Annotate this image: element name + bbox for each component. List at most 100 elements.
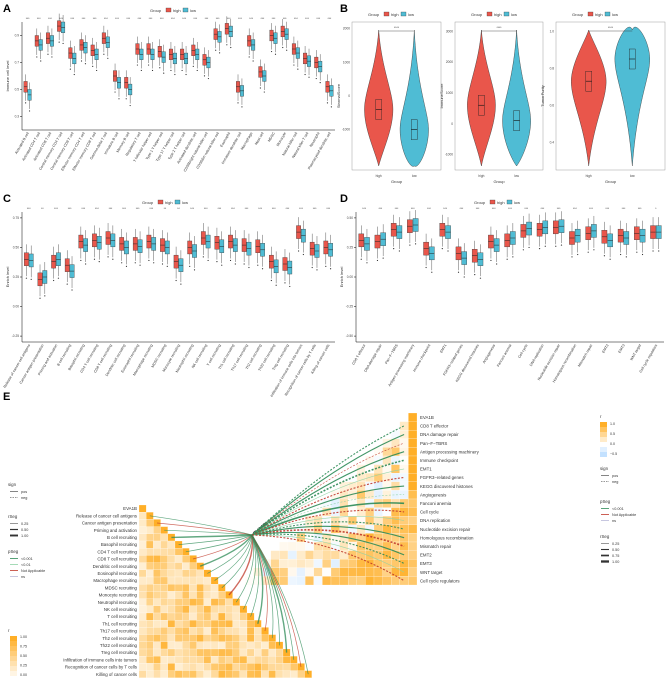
sig-label: *** — [605, 207, 609, 211]
legend-rseg-item: 0.25 — [21, 522, 28, 526]
outlier — [44, 295, 46, 297]
heatmap-cell — [218, 620, 226, 628]
outlier — [261, 268, 264, 270]
heatmap-cell — [167, 569, 176, 578]
heatmap-cell — [254, 670, 262, 678]
sig-label: * — [655, 207, 657, 211]
heatmap-cell — [348, 524, 357, 534]
y-tick-label: -0.50 — [346, 334, 353, 338]
heatmap-cell — [246, 670, 255, 678]
outlier — [274, 53, 277, 55]
legend-r-tick: 0.25 — [20, 664, 27, 668]
legend-high-label: high — [497, 200, 505, 205]
sig-label: **** — [497, 26, 503, 30]
heatmap-cell — [203, 663, 212, 671]
outlier — [189, 265, 191, 267]
heatmap-cell — [339, 567, 349, 577]
sig-label: *** — [260, 17, 264, 21]
left-heatmap-label: Dendritic cell recruiting — [93, 564, 138, 569]
heatmap-cell — [408, 473, 418, 482]
heatmap-cell — [146, 663, 154, 671]
outlier — [66, 283, 68, 285]
heatmap-cell — [138, 670, 147, 678]
sig-label: *** — [286, 207, 290, 211]
heatmap-cell — [189, 670, 197, 678]
heatmap-cell — [153, 533, 161, 542]
heatmap-cell — [189, 641, 197, 650]
sig-label: *** — [122, 207, 126, 211]
left-heatmap-label: CD4 T cell recruiting — [97, 549, 137, 554]
panel-a-boxplot: 0.3 0.5 0.7 0.9 Immune cell level Group high lo… — [5, 7, 335, 172]
plot-frame — [351, 21, 442, 171]
legend-rseg-item-right: 0.75 — [612, 554, 619, 558]
outlier — [409, 244, 411, 246]
outlier — [316, 269, 318, 271]
link-line — [149, 515, 253, 536]
sig-label: *** — [68, 207, 72, 211]
heatmap-cell — [218, 598, 226, 606]
right-heatmap-label: FGFR3−related genes — [420, 475, 464, 480]
heatmap-cell — [253, 576, 263, 586]
sig-label: *** — [126, 17, 130, 21]
heatmap-cell — [279, 559, 289, 568]
heatmap-cell — [160, 533, 168, 542]
heatmap-cell — [210, 605, 219, 614]
outlier — [73, 73, 75, 76]
legend-low-swatch — [506, 199, 513, 205]
heatmap-cell — [160, 612, 168, 621]
link-line — [251, 534, 405, 573]
right-heatmap-label: Angiogenesis — [420, 492, 447, 497]
sig-label: *** — [216, 17, 220, 21]
heatmap-cell — [153, 641, 161, 650]
heatmap-cell — [322, 567, 332, 577]
y-tick-label: 1000 — [343, 60, 350, 64]
heatmap-cell — [399, 576, 409, 586]
outlier — [170, 69, 172, 72]
legend-colorbar-step — [10, 636, 17, 641]
left-heatmap-label: Monocyte recruiting — [99, 593, 138, 598]
outlier — [181, 69, 183, 72]
sig-label: *** — [476, 207, 480, 211]
legend-rseg-item-right: 0.50 — [612, 548, 619, 552]
outlier — [243, 263, 245, 265]
heatmap-cell — [330, 550, 340, 560]
heatmap-cell — [182, 605, 190, 614]
heatmap-cell — [138, 562, 147, 570]
heatmap-cell — [218, 612, 226, 621]
link-line — [251, 531, 405, 556]
heatmap-cell — [339, 559, 349, 568]
heatmap-cell — [174, 648, 183, 657]
left-heatmap-label: Eosinophil recruiting — [97, 571, 137, 576]
heatmap-cell — [382, 473, 392, 482]
panel-c-boxplot: 0.75 0.50 0.25 0.00 -0.25 Enrich level Group hi… — [3, 199, 335, 398]
heatmap-cell — [225, 670, 233, 678]
outlier — [259, 87, 261, 89]
heatmap-cell — [189, 576, 197, 585]
heatmap-cell — [261, 634, 269, 642]
heatmap-cell — [210, 620, 219, 628]
outlier — [512, 256, 514, 258]
outlier — [85, 263, 87, 265]
sig-label: ** — [164, 207, 167, 211]
heatmap-cell — [153, 576, 161, 585]
link-line — [251, 433, 405, 536]
left-heatmap-label: Cancer antigen presentation — [82, 521, 138, 526]
outlier — [47, 53, 49, 55]
heatmap-cell — [348, 576, 357, 586]
legend-high-label: high — [595, 12, 603, 17]
outlier — [241, 106, 243, 108]
left-heatmap-label: Release of cancer cell antigens — [76, 513, 138, 518]
heatmap-cell — [146, 605, 154, 614]
right-heatmap-label: EMT1 — [420, 467, 432, 472]
link-line — [251, 534, 295, 660]
x-axis-label: Group — [493, 179, 505, 184]
heatmap-cell — [203, 605, 212, 614]
right-heatmap-label: Cell cycle — [420, 510, 439, 515]
legend-colorbar-step — [10, 646, 17, 651]
outlier — [174, 73, 176, 76]
y-tick-label: -0.25 — [12, 334, 19, 338]
outlier — [161, 263, 164, 265]
sig-label: *** — [115, 17, 119, 21]
outlier — [304, 73, 306, 76]
heatmap-cell — [138, 533, 147, 542]
